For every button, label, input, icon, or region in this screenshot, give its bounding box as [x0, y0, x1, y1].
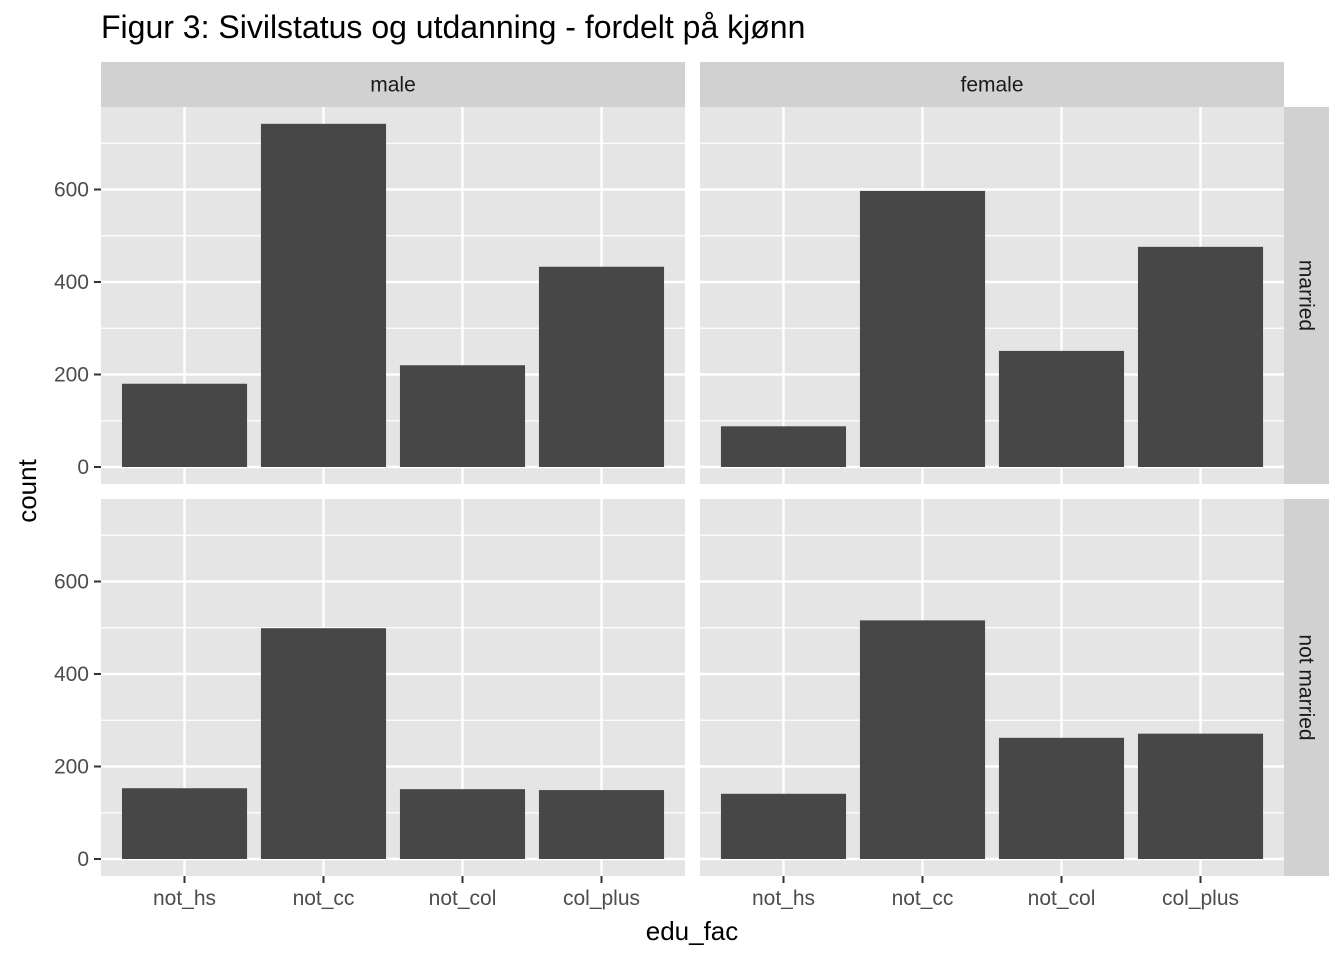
x-tick-label-not_col: not_col: [1028, 887, 1096, 910]
bar-col_plus: [538, 266, 665, 467]
x-tick-label-not_hs: not_hs: [153, 887, 216, 910]
bar-not_hs: [720, 793, 847, 859]
x-axis-title: edu_fac: [646, 916, 739, 946]
facet-strip-married: [1284, 107, 1329, 484]
bar-not_col: [998, 737, 1125, 859]
y-tick-label: 400: [54, 663, 89, 686]
panel-male-not-married: [101, 499, 685, 876]
x-tick-label-not_cc: not_cc: [293, 887, 355, 910]
bar-not_cc: [260, 628, 387, 859]
y-tick-label: 200: [54, 364, 89, 387]
chart-title: Figur 3: Sivilstatus og utdanning - ford…: [101, 9, 805, 45]
bar-not_hs: [720, 426, 847, 467]
panel-female-married: [700, 107, 1284, 484]
panel-male-married: [101, 107, 685, 484]
facet-label-married: married: [1295, 260, 1318, 331]
bar-not_hs: [121, 383, 248, 467]
bar-not_col: [998, 350, 1125, 467]
bar-col_plus: [538, 790, 665, 859]
x-tick-label-col_plus: col_plus: [563, 887, 640, 910]
bar-not_cc: [859, 620, 986, 859]
y-tick-label: 600: [54, 179, 89, 202]
bar-not_col: [399, 789, 526, 859]
x-tick-label-not_cc: not_cc: [892, 887, 954, 910]
y-axis-title: count: [12, 458, 42, 522]
facet-strip-male: [101, 62, 685, 107]
bar-col_plus: [1137, 246, 1264, 467]
facet-strip-female: [700, 62, 1284, 107]
y-tick-label: 0: [77, 848, 89, 871]
facet-label-female: female: [960, 74, 1023, 97]
y-tick-label: 600: [54, 571, 89, 594]
facet-label-male: male: [370, 74, 416, 97]
bar-not_cc: [859, 190, 986, 467]
x-tick-label-not_col: not_col: [429, 887, 497, 910]
y-tick-label: 200: [54, 756, 89, 779]
facet-label-not-married: not married: [1295, 634, 1318, 740]
panel-female-not-married: [700, 499, 1284, 876]
y-tick-label: 0: [77, 456, 89, 479]
x-tick-label-col_plus: col_plus: [1162, 887, 1239, 910]
bar-not_cc: [260, 123, 387, 467]
facet-strip-not-married: [1284, 499, 1329, 876]
bar-col_plus: [1137, 733, 1264, 859]
y-tick-label: 400: [54, 271, 89, 294]
x-tick-label-not_hs: not_hs: [752, 887, 815, 910]
panels: male female married not married 0 200 400 600 0 2…: [54, 62, 1329, 910]
bar-not_hs: [121, 788, 248, 859]
bar-not_col: [399, 365, 526, 467]
